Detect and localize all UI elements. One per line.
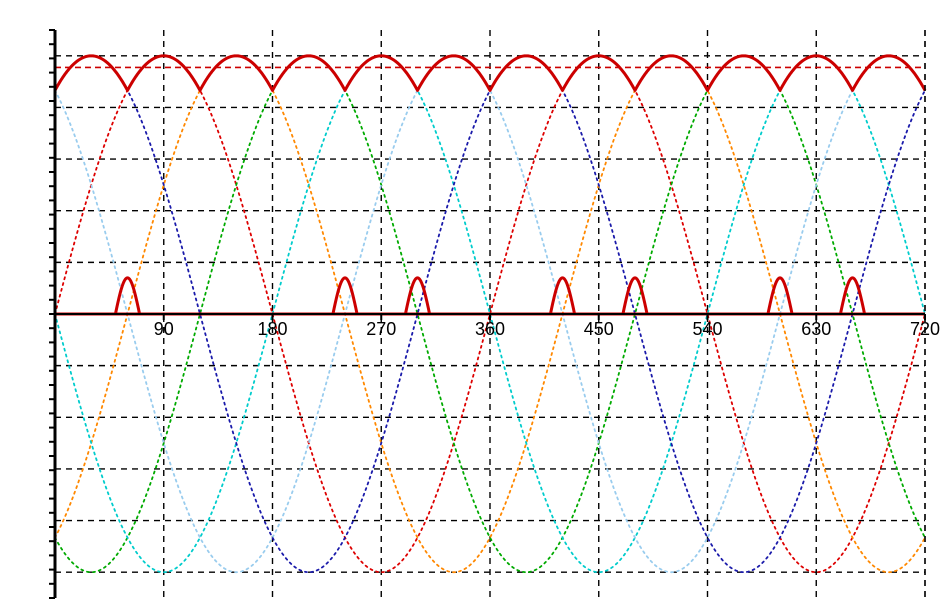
waveform-chart: 90 180 270 360 450 540 630 720 <box>0 0 942 614</box>
x-tick-label: 360 <box>475 319 505 339</box>
x-tick-label: 180 <box>257 319 287 339</box>
x-tick-label: 540 <box>692 319 722 339</box>
x-tick-label: 90 <box>154 319 174 339</box>
x-tick-label: 720 <box>910 319 940 339</box>
x-tick-label: 630 <box>801 319 831 339</box>
chart-svg: 90 180 270 360 450 540 630 720 <box>0 0 942 614</box>
x-tick-label: 450 <box>584 319 614 339</box>
x-tick-label: 270 <box>366 319 396 339</box>
